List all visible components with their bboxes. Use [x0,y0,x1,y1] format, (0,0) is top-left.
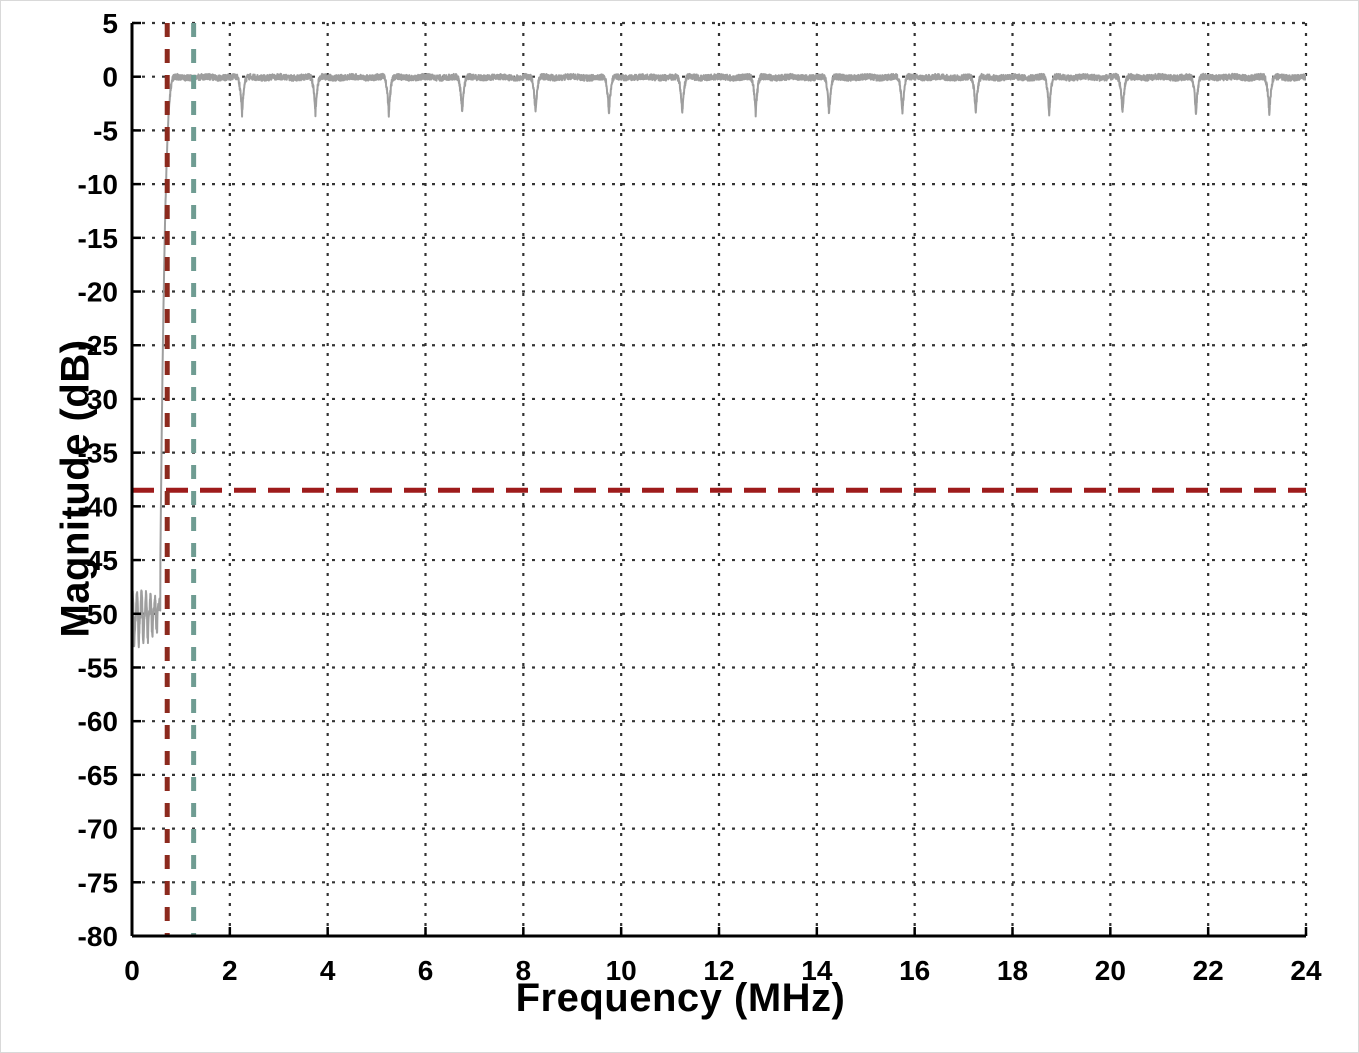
y-tick-label: -20 [78,277,118,308]
y-tick-label: -60 [78,706,118,737]
y-axis-label: Magnitude (dB) [53,339,98,638]
x-tick-label: 24 [1290,955,1322,986]
y-axis-tick-labels: 5 0 -5 -10 -15 -20 -25 -30 -35 -40 -45 -50 -55 -60 -65… [78,8,118,952]
axis-tick-marks [130,21,1308,938]
filter-bank-channel-curve [132,72,1306,649]
x-tick-label: 2 [222,955,238,986]
y-tick-label: -5 [93,115,118,146]
x-tick-label: 8 [516,955,532,986]
x-tick-label: 18 [997,955,1028,986]
annotation-lines [132,23,1306,936]
x-axis-label: Frequency (MHz) [515,976,846,1020]
y-tick-label: -30 [78,384,118,415]
x-axis-tick-labels: 0 2 4 6 8 10 12 14 16 18 20 22 24 [124,955,1322,986]
x-tick-label: 10 [606,955,637,986]
x-tick-label: 22 [1193,955,1224,986]
y-tick-label: 0 [102,62,118,93]
x-tick-label: 0 [124,955,140,986]
y-tick-label: -70 [78,814,118,845]
x-tick-label: 6 [418,955,434,986]
y-tick-label: -15 [78,223,118,254]
y-tick-label: -35 [78,438,118,469]
y-tick-label: -55 [78,652,118,683]
x-tick-label: 14 [801,955,833,986]
y-tick-label: -10 [78,169,118,200]
x-tick-label: 12 [703,955,734,986]
y-tick-label: -45 [78,545,118,576]
y-tick-label: -25 [78,330,118,361]
filter-bank-channels-series [132,72,1306,649]
y-tick-label: -50 [78,599,118,630]
y-tick-label: -40 [78,491,118,522]
gridlines [132,21,1308,936]
x-tick-label: 4 [320,955,336,986]
x-tick-label: 16 [899,955,930,986]
x-tick-label: 20 [1095,955,1126,986]
y-tick-label: -65 [78,760,118,791]
y-tick-label: -80 [78,921,118,952]
y-tick-label: -75 [78,867,118,898]
y-tick-label: 5 [102,8,118,39]
